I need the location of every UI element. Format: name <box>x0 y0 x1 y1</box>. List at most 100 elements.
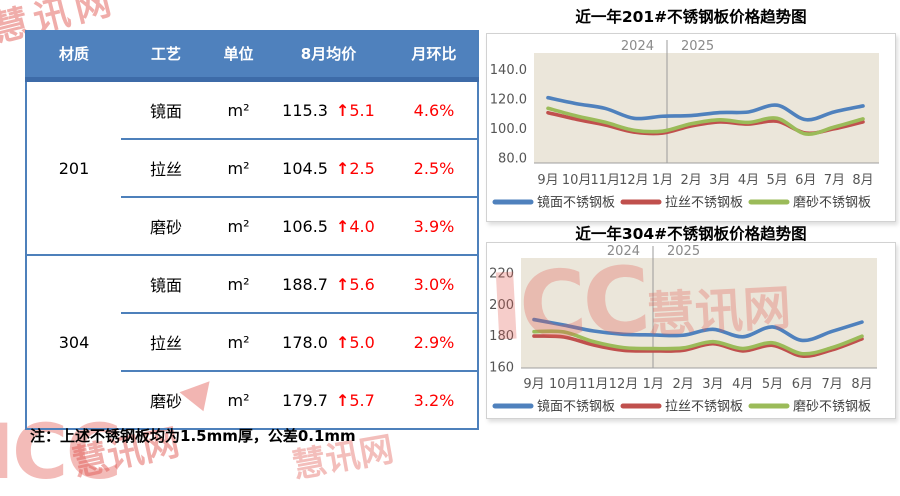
price-table-container: 材质 工艺 单位 8月均价 月环比 201 镜面 m² 115.3 ↑5.1 4.… <box>25 30 479 430</box>
chart-title-304: 近一年304#不锈钢板价格趋势图 <box>575 225 807 243</box>
x-tick-label: 8月 <box>851 377 872 392</box>
header-process: 工艺 <box>121 30 211 82</box>
x-tick-label: 6月 <box>795 173 816 188</box>
y-tick-label: 200 <box>489 298 514 313</box>
price-change: 5.7 <box>349 390 375 410</box>
plot-area <box>521 258 877 368</box>
price-cell: 104.5 ↑2.5 <box>266 138 391 197</box>
process-cell: 磨砂 <box>121 196 211 255</box>
price-cell: 106.5 ↑4.0 <box>266 196 391 255</box>
price-change: 4.0 <box>349 216 375 236</box>
mom-cell: 2.9% <box>391 312 478 371</box>
line-series-2 <box>546 106 865 136</box>
header-unit: 单位 <box>211 30 266 82</box>
mom-cell: 3.0% <box>391 254 478 313</box>
process-cell: 磨砂 <box>121 370 211 429</box>
up-arrow-icon: ↑ <box>335 100 350 120</box>
up-arrow-icon: ↑ <box>335 332 350 352</box>
table-row: 201 镜面 m² 115.3 ↑5.1 4.6% <box>26 80 478 178</box>
x-tick-label: 4月 <box>732 377 753 392</box>
unit-cell: m² <box>211 312 266 371</box>
table-row: 磨砂 m² 179.7 ↑5.7 3.2% <box>26 370 478 429</box>
chart-title-201: 近一年201#不锈钢板价格趋势图 <box>575 8 807 26</box>
price-value: 104.5 <box>282 158 328 178</box>
legend-label-0: 镜面不锈钢板 <box>537 400 615 415</box>
unit-cell: m² <box>211 196 266 255</box>
price-change: 5.0 <box>349 332 375 352</box>
x-tick-label: 1月 <box>643 377 664 392</box>
chart-card-201: 2024 2025 80.0 100.0 120.0 140.0 9月 10月 11月 12月 1月… <box>486 33 896 222</box>
y-tick-label: 120.0 <box>490 93 527 108</box>
x-tick-label: 6月 <box>792 377 813 392</box>
y-tick-label: 100.0 <box>490 122 527 137</box>
price-value: 188.7 <box>282 274 328 294</box>
header-material: 材质 <box>26 30 121 82</box>
price-value: 106.5 <box>282 216 328 236</box>
x-tick-label: 10月 <box>549 377 579 392</box>
up-arrow-icon: ↑ <box>335 216 350 236</box>
line-series-0 <box>532 317 864 343</box>
header-avg-price: 8月均价 <box>266 30 391 82</box>
price-change: 5.1 <box>349 100 375 120</box>
header-mom: 月环比 <box>391 30 478 82</box>
x-tick-label: 3月 <box>702 377 723 392</box>
x-tick-label: 2月 <box>672 377 693 392</box>
legend-label-1: 拉丝不锈钢板 <box>665 196 743 211</box>
mom-cell: 3.2% <box>391 370 478 429</box>
unit-cell: m² <box>211 254 266 313</box>
table-note: 注：上述不锈钢板均为1.5mm厚，公差0.1mm <box>30 427 356 445</box>
trend-chart-304-svg: 2024 2025 160 180 200 220 9月 10月 11月 12月 1月 2月 3月 4月 5… <box>489 244 877 415</box>
price-table: 材质 工艺 单位 8月均价 月环比 201 镜面 m² 115.3 ↑5.1 4.… <box>25 30 479 430</box>
mom-cell: 4.6% <box>413 100 455 120</box>
price-cell: 115.3 ↑5.1 <box>266 80 391 140</box>
process-cell: 拉丝 <box>121 312 211 371</box>
table-row: 304 镜面 m² 188.7 ↑5.6 3.0% <box>26 254 478 429</box>
unit-cell: m² <box>211 138 266 197</box>
y-tick-label: 80.0 <box>498 151 527 166</box>
up-arrow-icon: ↑ <box>335 274 350 294</box>
plot-area <box>534 53 879 163</box>
x-tick-label: 11月 <box>590 173 620 188</box>
y-tick-label: 180 <box>489 329 514 344</box>
material-cell: 304 <box>26 254 121 429</box>
x-tick-label: 7月 <box>822 377 843 392</box>
x-tick-label: 11月 <box>579 377 609 392</box>
legend-label-1: 拉丝不锈钢板 <box>665 400 743 415</box>
price-cell: 178.0 ↑5.0 <box>266 312 391 371</box>
process-cell: 拉丝 <box>121 138 211 197</box>
x-tick-label: 5月 <box>766 173 787 188</box>
y-tick-label: 140.0 <box>490 63 527 78</box>
price-change: 2.5 <box>349 158 375 178</box>
x-tick-label: 10月 <box>562 173 592 188</box>
legend-label-2: 磨砂不锈钢板 <box>793 400 871 415</box>
year-label-left: 2024 <box>607 244 640 259</box>
price-value: 115.3 <box>282 100 328 120</box>
y-tick-label: 160 <box>489 361 514 376</box>
x-tick-label: 4月 <box>738 173 759 188</box>
unit-cell: m² <box>227 100 250 120</box>
material-cell: 201 <box>58 158 90 178</box>
x-tick-label: 1月 <box>652 173 673 188</box>
x-tick-label: 9月 <box>523 377 544 392</box>
mom-cell: 3.9% <box>391 196 478 255</box>
x-tick-label: 2月 <box>681 173 702 188</box>
unit-cell: m² <box>211 370 266 429</box>
table-header-row: 材质 工艺 单位 8月均价 月环比 <box>26 30 478 82</box>
up-arrow-icon: ↑ <box>335 390 350 410</box>
x-tick-label: 8月 <box>852 173 873 188</box>
legend-label-2: 磨砂不锈钢板 <box>793 196 871 211</box>
table-row: 磨砂 m² 106.5 ↑4.0 3.9% <box>26 196 478 255</box>
x-tick-label: 12月 <box>619 173 649 188</box>
x-tick-label: 9月 <box>537 173 558 188</box>
process-cell: 镜面 <box>149 102 182 121</box>
line-series-1 <box>532 334 864 358</box>
legend-label-0: 镜面不锈钢板 <box>537 196 615 211</box>
table-row: 拉丝 m² 104.5 ↑2.5 2.5% <box>26 138 478 197</box>
price-value: 178.0 <box>282 332 328 352</box>
x-tick-label: 12月 <box>609 377 639 392</box>
year-label-right: 2025 <box>667 244 700 259</box>
chart-card-304: 2024 2025 160 180 200 220 9月 10月 11月 12月 1月 2月 3月 4月 5… <box>486 242 896 419</box>
price-change: 5.6 <box>349 274 375 294</box>
year-label-right: 2025 <box>681 39 714 54</box>
line-series-2 <box>532 329 864 356</box>
